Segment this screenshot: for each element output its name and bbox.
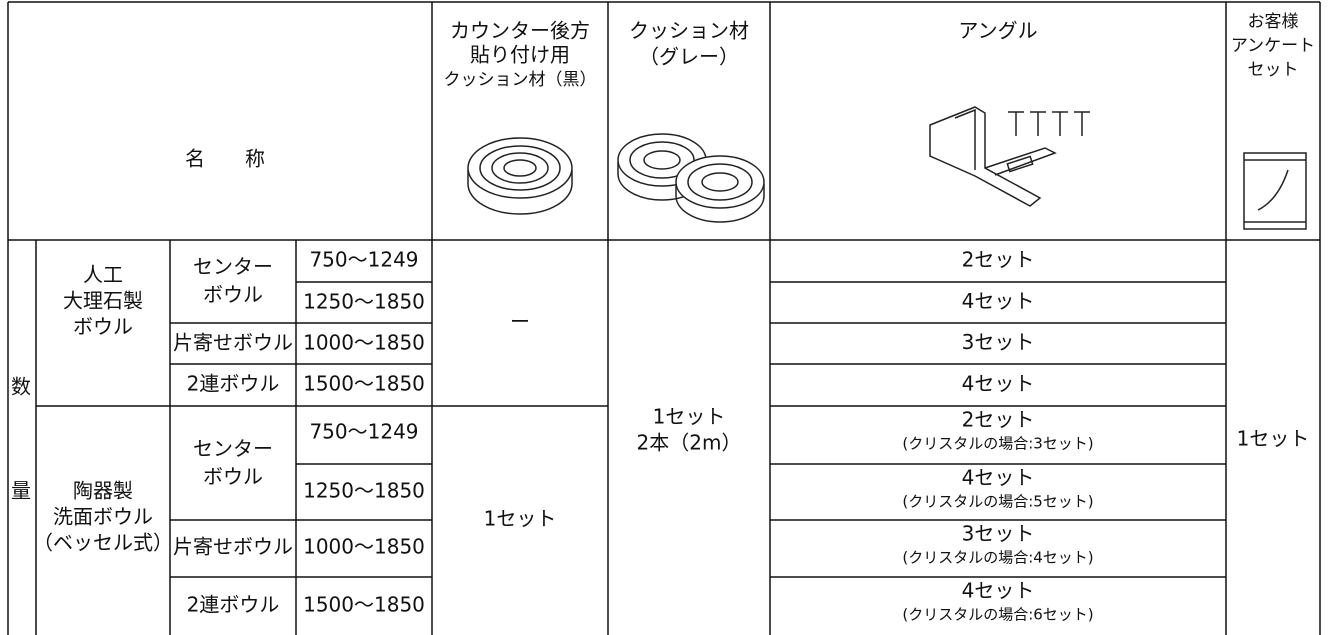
size: 1000～1850	[303, 535, 425, 559]
size: 1250～1850	[303, 290, 425, 314]
quantity-label: 量	[11, 479, 31, 503]
angle-count: 4セット	[962, 372, 1035, 396]
angle-bracket-icon	[929, 106, 1090, 207]
type-name: 片寄せボウル	[173, 535, 293, 559]
type-name: 2連ボウル	[187, 372, 280, 396]
col-header: セット	[1248, 60, 1299, 80]
angle-note: (クリスタルの場合:4セット)	[902, 549, 1093, 567]
col-header: アンケート	[1231, 36, 1315, 56]
counter-cushion: ー	[510, 310, 530, 334]
size: 1000～1850	[303, 331, 425, 355]
col-header: （グレー）	[639, 45, 739, 69]
size: 1500～1850	[303, 372, 425, 396]
coil-black-icon	[467, 137, 573, 215]
angle-note: (クリスタルの場合:6セット)	[902, 606, 1093, 624]
bag-icon	[1243, 152, 1307, 230]
texts: 名 称 カウンター後方 貼り付け用 クッション材（黒） クッション材 （グレー）…	[11, 12, 1315, 617]
type-name: センター	[193, 437, 273, 461]
angle-count: 3セット	[962, 522, 1035, 546]
quantity-label: 数	[11, 375, 31, 399]
icons	[467, 106, 1307, 230]
col-header: お客様	[1248, 12, 1299, 32]
angle-note: (クリスタルの場合:3セット)	[902, 435, 1093, 453]
col-header: アングル	[958, 19, 1037, 43]
group-name: ボウル	[73, 315, 133, 339]
group-name: 大理石製	[63, 289, 143, 313]
size: 750～1249	[309, 420, 418, 444]
size: 750～1249	[309, 248, 418, 272]
col-header: カウンター後方	[450, 19, 590, 43]
col-header: クッション材（黒）	[444, 70, 597, 90]
type-name: ボウル	[203, 283, 263, 307]
cushion: 1セット	[653, 405, 726, 429]
col-header: 貼り付け用	[470, 43, 570, 67]
angle-count: 4セット	[962, 466, 1035, 490]
angle-note: (クリスタルの場合:5セット)	[902, 493, 1093, 511]
angle-count: 2セット	[962, 248, 1035, 272]
type-name: ボウル	[203, 465, 263, 489]
angle-count: 4セット	[962, 289, 1035, 313]
type-name: センター	[193, 255, 273, 279]
survey: 1セット	[1237, 427, 1310, 451]
size: 1250～1850	[303, 479, 425, 503]
angle-count: 2セット	[962, 408, 1035, 432]
group-name: （ベッセル式）	[33, 531, 173, 555]
angle-count: 4セット	[962, 579, 1035, 603]
type-name: 2連ボウル	[187, 593, 280, 617]
name-header: 名 称	[185, 147, 265, 171]
angle-count: 3セット	[962, 330, 1035, 354]
group-name: 人工	[83, 263, 123, 287]
coil-gray-icon	[617, 133, 765, 223]
angle-column: 2セット 4セット 3セット 4セット 2セット (クリスタルの場合:3セット) 4セット (…	[902, 248, 1093, 624]
size: 1500～1850	[303, 593, 425, 617]
cushion: 2本（2m）	[637, 431, 742, 455]
table-lines	[7, 1, 1321, 635]
col-header: クッション材	[629, 19, 749, 43]
group-name: 陶器製	[73, 479, 133, 503]
group-name: 洗面ボウル	[53, 505, 153, 529]
counter-cushion: 1セット	[484, 507, 557, 531]
type-name: 片寄せボウル	[173, 331, 293, 355]
